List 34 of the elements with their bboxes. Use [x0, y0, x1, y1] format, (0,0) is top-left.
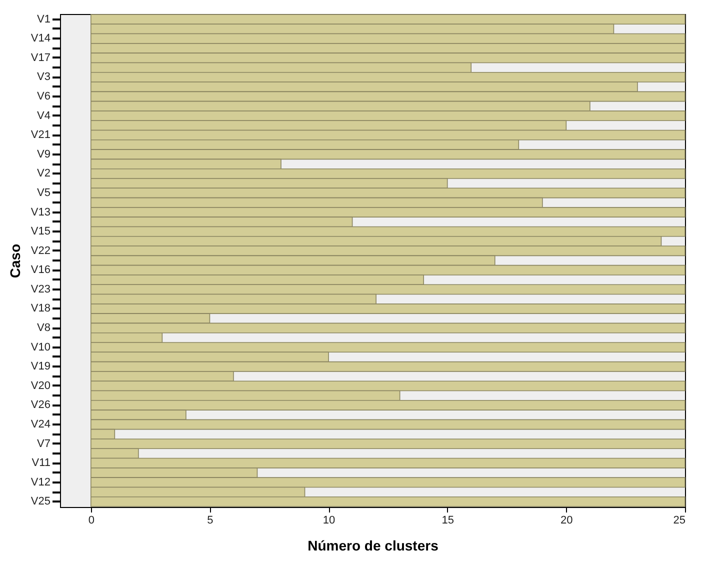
y-tick-label: V7	[37, 438, 50, 450]
y-tick-label: V3	[37, 71, 50, 84]
x-tick-label: 0	[88, 514, 94, 526]
y-tick-label: V16	[30, 264, 50, 276]
x-tick-label: 20	[560, 514, 573, 526]
y-tick-label: V9	[37, 148, 50, 160]
y-tick-label: V19	[30, 360, 50, 373]
y-tick-label: V14	[30, 32, 50, 45]
y-tick-label: V5	[37, 186, 50, 199]
y-tick-label: V20	[30, 380, 50, 392]
x-tick-label: 25	[673, 514, 686, 526]
y-tick-label: V22	[30, 244, 50, 257]
y-tick-label: V2	[37, 168, 50, 180]
y-tick-label: V18	[30, 302, 50, 315]
y-tick-label: V21	[30, 129, 50, 142]
y-axis-title: Caso	[6, 244, 23, 278]
y-tick-label: V10	[30, 341, 50, 354]
y-tick-label: V23	[30, 283, 50, 296]
x-tick-label: 15	[442, 514, 454, 526]
y-tick-label: V26	[30, 399, 50, 412]
y-tick-label: V25	[30, 496, 50, 508]
x-tick-label: 10	[322, 514, 336, 526]
y-tick-label: V1	[37, 13, 50, 26]
y-tick-label: V12	[30, 476, 50, 488]
y-tick-label: V6	[37, 90, 50, 102]
y-tick-label: V13	[30, 206, 50, 218]
y-tick-label: V4	[37, 110, 50, 122]
x-axis-title: Número de clusters	[308, 538, 439, 554]
y-tick-label: V8	[37, 322, 50, 334]
y-tick-label: V24	[30, 418, 50, 431]
y-tick-label: V11	[32, 457, 50, 470]
y-tick-label: V15	[30, 226, 50, 238]
x-tick-label: 5	[207, 514, 214, 526]
y-tick-label: V17	[30, 52, 50, 64]
